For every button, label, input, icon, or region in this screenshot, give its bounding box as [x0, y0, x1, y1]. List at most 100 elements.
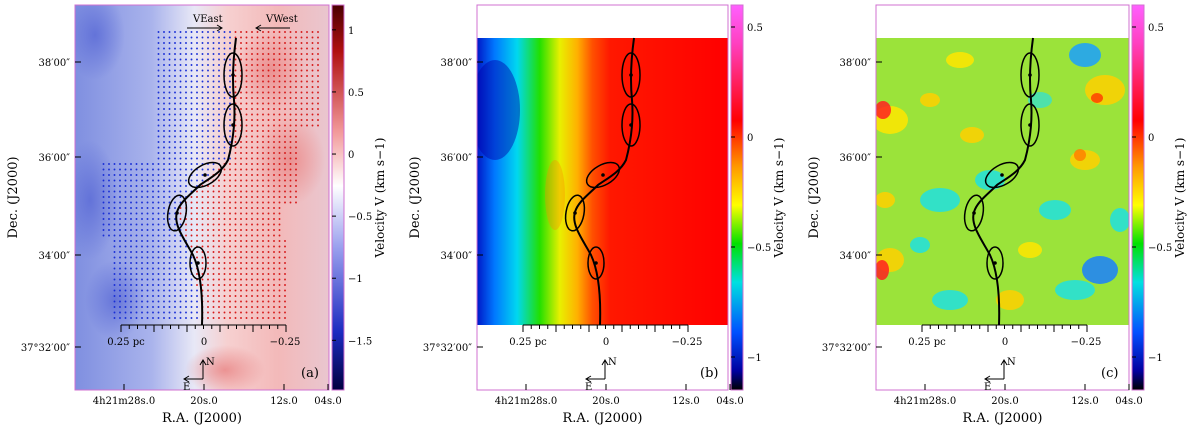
- velocity-dot: [168, 229, 171, 231]
- velocity-dot: [278, 124, 281, 127]
- velocity-dot: [234, 256, 237, 259]
- velocity-dot: [163, 146, 165, 149]
- panel-a: [74, 4, 330, 391]
- velocity-dot: [102, 168, 105, 171]
- velocity-dot: [152, 163, 154, 165]
- velocity-dot: [278, 141, 281, 143]
- velocity-dot: [168, 273, 171, 275]
- velocity-dot: [179, 311, 182, 314]
- x-axis-label: R.A. (J2000): [162, 411, 242, 426]
- velocity-dot: [207, 91, 209, 94]
- x-tick-label: 20s.0: [190, 396, 217, 407]
- velocity-dot: [262, 300, 264, 303]
- velocity-dot: [218, 47, 220, 50]
- velocity-dot: [212, 124, 215, 127]
- velocity-dot: [223, 108, 226, 110]
- velocity-dot: [146, 179, 149, 182]
- velocity-dot: [256, 306, 259, 308]
- x-tick-label: 04s.0: [314, 396, 341, 407]
- velocity-dot: [245, 190, 248, 193]
- velocity-dot: [284, 42, 286, 44]
- velocity-dot: [289, 174, 292, 176]
- velocity-dot: [163, 163, 165, 165]
- velocity-dot: [284, 240, 286, 242]
- velocity-dot: [256, 212, 259, 215]
- velocity-dot: [152, 240, 154, 242]
- velocity-dot: [295, 141, 297, 143]
- velocity-dot: [245, 135, 248, 138]
- velocity-dot: [267, 212, 270, 215]
- velocity-dot: [234, 207, 237, 209]
- velocity-dot: [218, 207, 220, 209]
- velocity-dot: [157, 284, 160, 286]
- velocity-dot: [229, 135, 231, 138]
- velocity-dot: [245, 163, 248, 165]
- v-west-label: VWest: [265, 14, 298, 25]
- velocity-dot: [196, 251, 198, 253]
- velocity-dot: [157, 108, 160, 110]
- velocity-dot: [163, 306, 165, 308]
- velocity-dot: [251, 229, 253, 231]
- velocity-dot: [229, 97, 231, 99]
- velocity-dot: [278, 157, 281, 160]
- velocity-dot: [284, 58, 286, 61]
- velocity-dot: [190, 124, 193, 127]
- velocity-dot: [278, 273, 281, 275]
- velocity-dot: [234, 201, 237, 204]
- velocity-dot: [218, 130, 220, 132]
- velocity-dot: [251, 58, 253, 61]
- velocity-dot: [212, 284, 215, 286]
- velocity-dot: [168, 251, 171, 253]
- velocity-dot: [218, 245, 220, 248]
- velocity-dot: [245, 256, 248, 259]
- velocity-dot: [174, 179, 176, 182]
- velocity-dot: [201, 113, 204, 116]
- velocity-dot: [234, 295, 237, 297]
- velocity-dot: [273, 69, 275, 72]
- velocity-dot: [157, 69, 160, 72]
- velocity-dot: [207, 135, 209, 138]
- velocity-dot: [245, 306, 248, 308]
- velocity-dot: [207, 201, 209, 204]
- velocity-dot: [157, 273, 160, 275]
- velocity-dot: [168, 86, 171, 88]
- velocity-dot: [190, 212, 193, 215]
- velocity-dot: [196, 36, 198, 39]
- y-tick-label: 38′00″: [39, 58, 71, 69]
- velocity-dot: [240, 31, 242, 33]
- velocity-dot: [256, 53, 259, 55]
- y-tick-label: 37°32′00″: [822, 343, 871, 354]
- velocity-dot: [207, 97, 209, 99]
- velocity-dot: [234, 311, 237, 314]
- velocity-dot: [278, 201, 281, 204]
- velocity-dot: [141, 289, 143, 292]
- velocity-dot: [278, 69, 281, 72]
- velocity-dot: [289, 163, 292, 165]
- velocity-dot: [157, 42, 160, 44]
- velocity-dot: [141, 229, 143, 231]
- core-center: [175, 211, 179, 215]
- velocity-dot: [185, 53, 187, 55]
- velocity-dot: [267, 234, 270, 237]
- velocity-dot: [212, 245, 215, 248]
- velocity-dot: [130, 267, 132, 270]
- velocity-dot: [262, 124, 264, 127]
- velocity-dot: [284, 157, 286, 160]
- velocity-dot: [157, 240, 160, 242]
- velocity-dot: [278, 267, 281, 270]
- velocity-dot: [223, 212, 226, 215]
- velocity-dot: [306, 108, 308, 110]
- velocity-dot: [113, 163, 116, 165]
- velocity-dot: [102, 229, 105, 231]
- colorbar-label: Velocity V (km s−1): [373, 138, 387, 259]
- velocity-dot: [190, 69, 193, 72]
- velocity-dot: [295, 97, 297, 99]
- velocity-dot: [185, 245, 187, 248]
- velocity-dot: [223, 284, 226, 286]
- velocity-dot: [256, 69, 259, 72]
- velocity-dot: [273, 201, 275, 204]
- velocity-dot: [273, 251, 275, 253]
- velocity-dot: [223, 196, 226, 198]
- velocity-dot: [102, 185, 105, 187]
